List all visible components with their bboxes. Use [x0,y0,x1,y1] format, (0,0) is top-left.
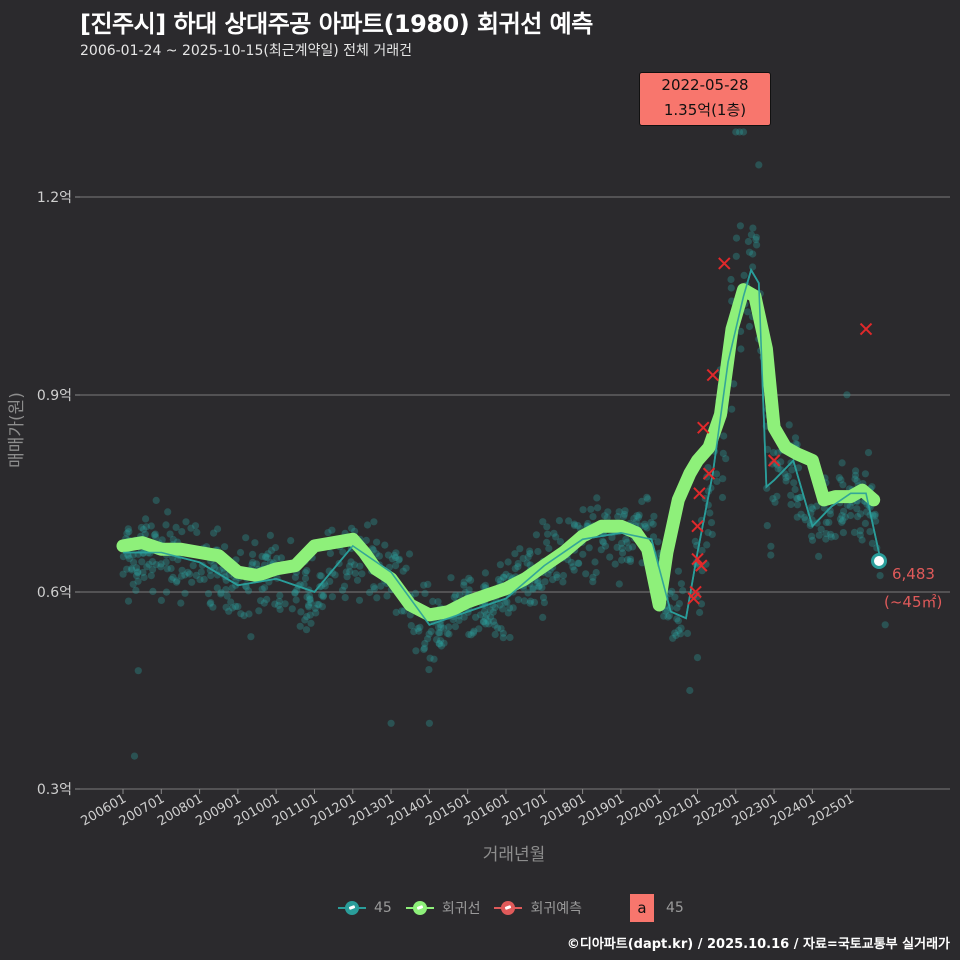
chart-title: [진주시] 하대 상대주공 아파트(1980) 회귀선 예측 [80,10,593,38]
max-price-callout: 2022-05-28 1.35억(1층) [639,72,771,126]
legend: 45 회귀선 회귀예측 a 45 [338,894,698,922]
legend-key-regression-icon [405,901,434,915]
latest-price-label: 6,483 [892,565,935,583]
chart-subtitle: 2006-01-24 ~ 2025-10-15(최근계약일) 전체 거래건 [80,43,412,59]
legend-text-key: a [630,894,654,922]
latest-trade-point [871,553,887,569]
latest-area-label: (~45㎡) [884,593,943,611]
price-line-45-overlay [123,267,882,626]
svg-text:0.9억: 0.9억 [37,388,72,404]
x-ticks [122,789,852,794]
callout-date: 2022-05-28 [661,76,749,94]
gridlines [80,196,950,790]
svg-text:1.2억: 1.2억 [37,190,72,206]
regression-line [116,283,881,622]
callout-value: 1.35억(1층) [663,101,747,119]
x-axis-title: 거래년월 [483,845,546,865]
y-axis-labels: 1.2억 0.9억 0.6억 0.3억 [37,190,72,798]
legend-label-regression: 회귀선 [441,901,481,917]
y-axis-title: 매매가(원) [7,392,27,468]
svg-text:0.6억: 0.6억 [37,585,72,601]
legend-text-label: 45 [666,900,684,916]
regression-prediction-markers [687,257,873,605]
legend-key-prediction-icon [494,901,523,915]
y-ticks [75,196,80,790]
legend-key-45-icon [338,901,366,915]
source-footer: ©디아파트(dapt.kr) / 2025.10.16 / 자료=국토교통부 실… [566,937,950,952]
legend-label-prediction: 회귀예측 [530,901,582,917]
legend-label-45: 45 [374,900,392,916]
svg-text:0.3억: 0.3억 [37,782,72,798]
x-axis-labels: 2006012007012008012009012010012011012012… [79,791,857,829]
